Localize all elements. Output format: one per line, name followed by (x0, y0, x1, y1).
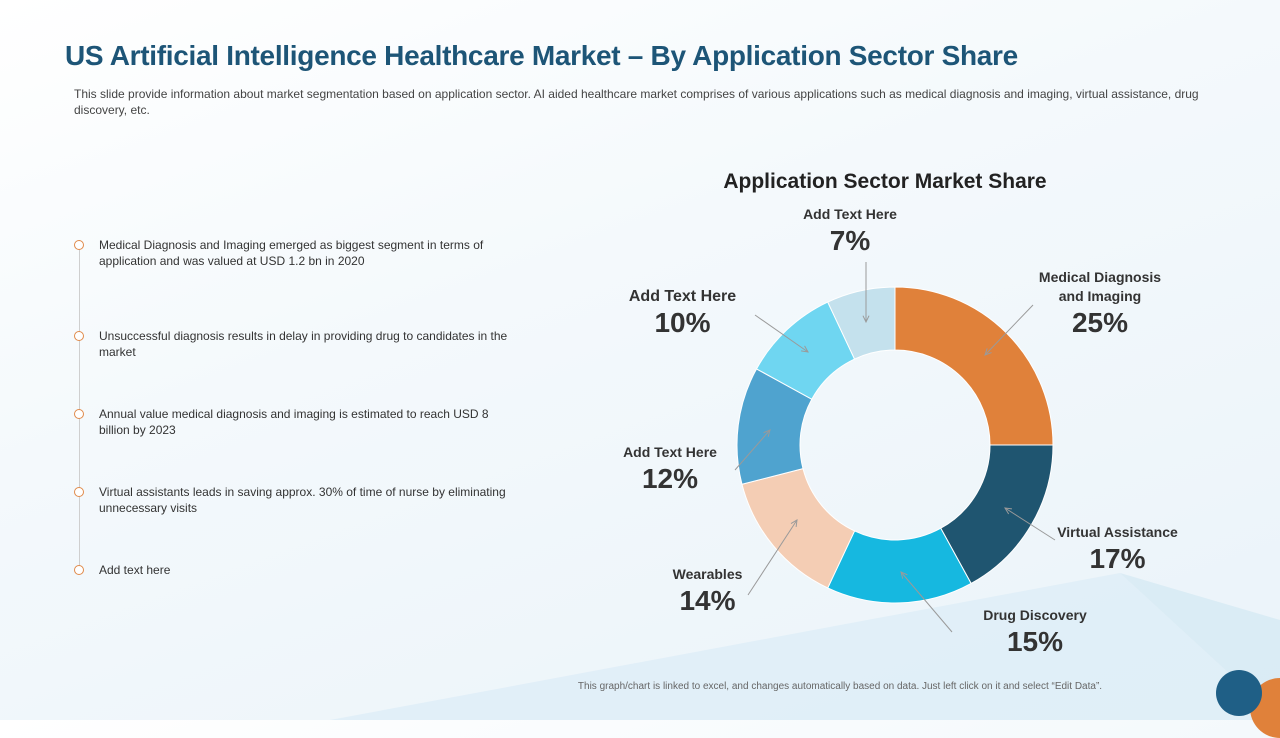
slice-label-value: 12% (641, 463, 699, 494)
donut-slice[interactable] (827, 286, 896, 360)
leader-line (900, 571, 953, 633)
slice-label-name: Virtual Assistance (1057, 524, 1178, 540)
leader-line (754, 314, 809, 353)
arrow-head-icon (862, 315, 870, 324)
bullet-circle-icon (74, 331, 84, 341)
donut-slice[interactable] (894, 286, 1054, 446)
donut-chart[interactable] (560, 195, 1240, 695)
leader-line (984, 304, 1034, 356)
timeline-item-text: Annual value medical diagnosis and imagi… (99, 407, 489, 437)
slice-label-value: 17% (1089, 543, 1146, 574)
slice-label: Add Text Here 10% (610, 287, 755, 340)
arrow-head-icon (790, 519, 798, 528)
timeline-item-text: Unsuccessful diagnosis results in delay … (99, 329, 508, 359)
slice-label: Wearables 14% (650, 565, 765, 618)
arrow-head-icon (900, 571, 908, 579)
slice-label-name: Add Text Here (803, 206, 897, 222)
timeline-item-text: Virtual assistants leads in saving appro… (99, 485, 506, 515)
slice-label: Drug Discovery 15% (970, 606, 1100, 659)
bullet-circle-icon (74, 487, 84, 497)
leader-line (747, 519, 798, 596)
footnote: This graph/chart is linked to excel, and… (577, 681, 1103, 692)
leader-line (734, 429, 771, 471)
slice-label: Add Text Here 7% (780, 205, 920, 258)
arrow-head-icon (801, 345, 809, 353)
slice-label-value: 7% (829, 225, 871, 256)
slice-label: Virtual Assistance 17% (1045, 523, 1190, 576)
arrow-head-icon (984, 348, 992, 356)
key-points-timeline: Medical Diagnosis and Imaging emerged as… (70, 232, 510, 582)
slice-label-value: 10% (654, 307, 711, 338)
timeline-line (79, 240, 80, 572)
timeline-item-text: Add text here (99, 563, 171, 577)
timeline-item-text: Medical Diagnosis and Imaging emerged as… (99, 238, 484, 268)
slice-label: Add Text Here 12% (605, 443, 735, 496)
chart-title[interactable]: Application Sector Market Share (723, 170, 1047, 193)
slice-label-name: Wearables (672, 566, 743, 582)
slice-label-value: 14% (679, 585, 736, 616)
slice-label-value: 15% (1006, 626, 1064, 657)
slice-label-value: 25% (1071, 307, 1129, 338)
slice-label: Medical Diagnosis and Imaging 25% (1015, 268, 1185, 340)
page-subtitle: This slide provide information about mar… (74, 87, 1199, 117)
slice-label-name: Medical Diagnosis and Imaging (1038, 269, 1162, 304)
leader-line (1004, 507, 1056, 541)
slice-label-name: Add Text Here (628, 288, 737, 305)
page-title: US Artificial Intelligence Healthcare Ma… (65, 40, 1018, 71)
corner-decoration (1216, 670, 1262, 716)
bullet-circle-icon (74, 565, 84, 575)
arrow-head-icon (763, 429, 771, 437)
arrow-head-icon (1004, 507, 1013, 515)
slice-label-name: Add Text Here (623, 444, 717, 460)
bullet-circle-icon (74, 409, 84, 419)
slice-label-name: Drug Discovery (983, 607, 1087, 623)
bullet-circle-icon (74, 240, 84, 250)
